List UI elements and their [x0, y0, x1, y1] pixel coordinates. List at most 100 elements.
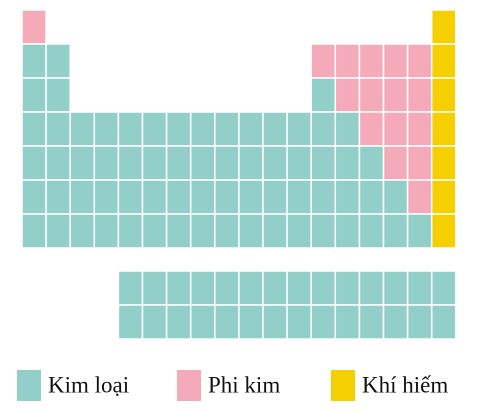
element-cell	[165, 111, 192, 147]
element-cell	[189, 145, 216, 181]
legend-label: Kim loại	[48, 372, 129, 397]
element-cell	[189, 213, 216, 249]
element-cell	[45, 179, 71, 215]
element-cell	[310, 213, 337, 249]
element-cell	[262, 179, 288, 215]
element-cell	[214, 270, 240, 306]
element-cell	[45, 43, 71, 79]
element-cell	[141, 111, 168, 147]
element-cell	[286, 179, 312, 215]
element-cell	[382, 304, 409, 340]
element-cell	[214, 213, 240, 249]
element-cell	[358, 145, 385, 181]
legend-label: Khí hiếm	[362, 372, 448, 397]
element-cell	[262, 111, 288, 147]
element-cell	[93, 145, 120, 181]
element-cell	[430, 270, 457, 306]
element-cell	[45, 111, 71, 147]
element-cell	[141, 270, 168, 306]
element-cell	[310, 77, 337, 113]
element-cell	[262, 270, 288, 306]
element-cell	[430, 9, 457, 45]
element-cell	[117, 304, 144, 340]
element-cell	[165, 179, 192, 215]
element-cell	[45, 77, 71, 113]
element-cell	[45, 145, 71, 181]
element-cell	[238, 270, 264, 306]
element-cell	[141, 213, 168, 249]
element-cell	[286, 213, 312, 249]
element-cell	[430, 213, 457, 249]
element-cell	[286, 304, 312, 340]
element-cell	[382, 111, 409, 147]
element-cell	[334, 77, 361, 113]
element-cell	[141, 304, 168, 340]
element-cell	[117, 179, 144, 215]
element-cell	[21, 77, 47, 113]
element-cell	[406, 43, 433, 79]
element-cell	[358, 77, 385, 113]
element-cell	[358, 179, 385, 215]
element-cell	[69, 111, 96, 147]
element-cell	[141, 145, 168, 181]
element-cell	[334, 43, 361, 79]
legend: Kim loại Phi kim Khí hiếm	[17, 370, 448, 401]
element-cell	[334, 270, 361, 306]
element-cell	[21, 111, 47, 147]
element-cell	[21, 213, 47, 249]
element-cell	[310, 304, 337, 340]
element-cell	[430, 77, 457, 113]
element-cell	[430, 304, 457, 340]
element-cell	[406, 304, 433, 340]
cell-grid	[21, 9, 457, 340]
element-cell	[214, 145, 240, 181]
element-cell	[334, 304, 361, 340]
element-cell	[286, 111, 312, 147]
element-cell	[214, 111, 240, 147]
element-cell	[406, 213, 433, 249]
element-cell	[430, 179, 457, 215]
element-cell	[238, 179, 264, 215]
element-cell	[93, 179, 120, 215]
element-cell	[21, 179, 47, 215]
element-cell	[358, 213, 385, 249]
element-cell	[310, 145, 337, 181]
element-cell	[21, 9, 47, 45]
element-cell	[238, 304, 264, 340]
legend-swatch-noble-gas	[331, 370, 355, 401]
element-cell	[238, 111, 264, 147]
element-cell	[310, 111, 337, 147]
element-cell	[262, 304, 288, 340]
element-cell	[406, 77, 433, 113]
element-cell	[406, 179, 433, 215]
element-cell	[358, 111, 385, 147]
element-cell	[430, 111, 457, 147]
element-cell	[310, 270, 337, 306]
element-cell	[189, 111, 216, 147]
element-cell	[406, 111, 433, 147]
element-cell	[165, 213, 192, 249]
legend-swatch-metal	[17, 370, 41, 401]
element-cell	[358, 304, 385, 340]
element-cell	[358, 270, 385, 306]
element-cell	[93, 111, 120, 147]
element-cell	[406, 145, 433, 181]
element-cell	[382, 179, 409, 215]
element-cell	[430, 145, 457, 181]
element-cell	[189, 179, 216, 215]
element-cell	[382, 43, 409, 79]
element-cell	[358, 43, 385, 79]
element-cell	[21, 43, 47, 79]
element-cell	[69, 179, 96, 215]
element-cell	[141, 179, 168, 215]
element-cell	[21, 145, 47, 181]
element-cell	[286, 270, 312, 306]
element-cell	[334, 179, 361, 215]
element-cell	[45, 213, 71, 249]
element-cell	[430, 43, 457, 79]
element-cell	[238, 213, 264, 249]
element-cell	[117, 270, 144, 306]
element-cell	[310, 43, 337, 79]
element-cell	[69, 145, 96, 181]
